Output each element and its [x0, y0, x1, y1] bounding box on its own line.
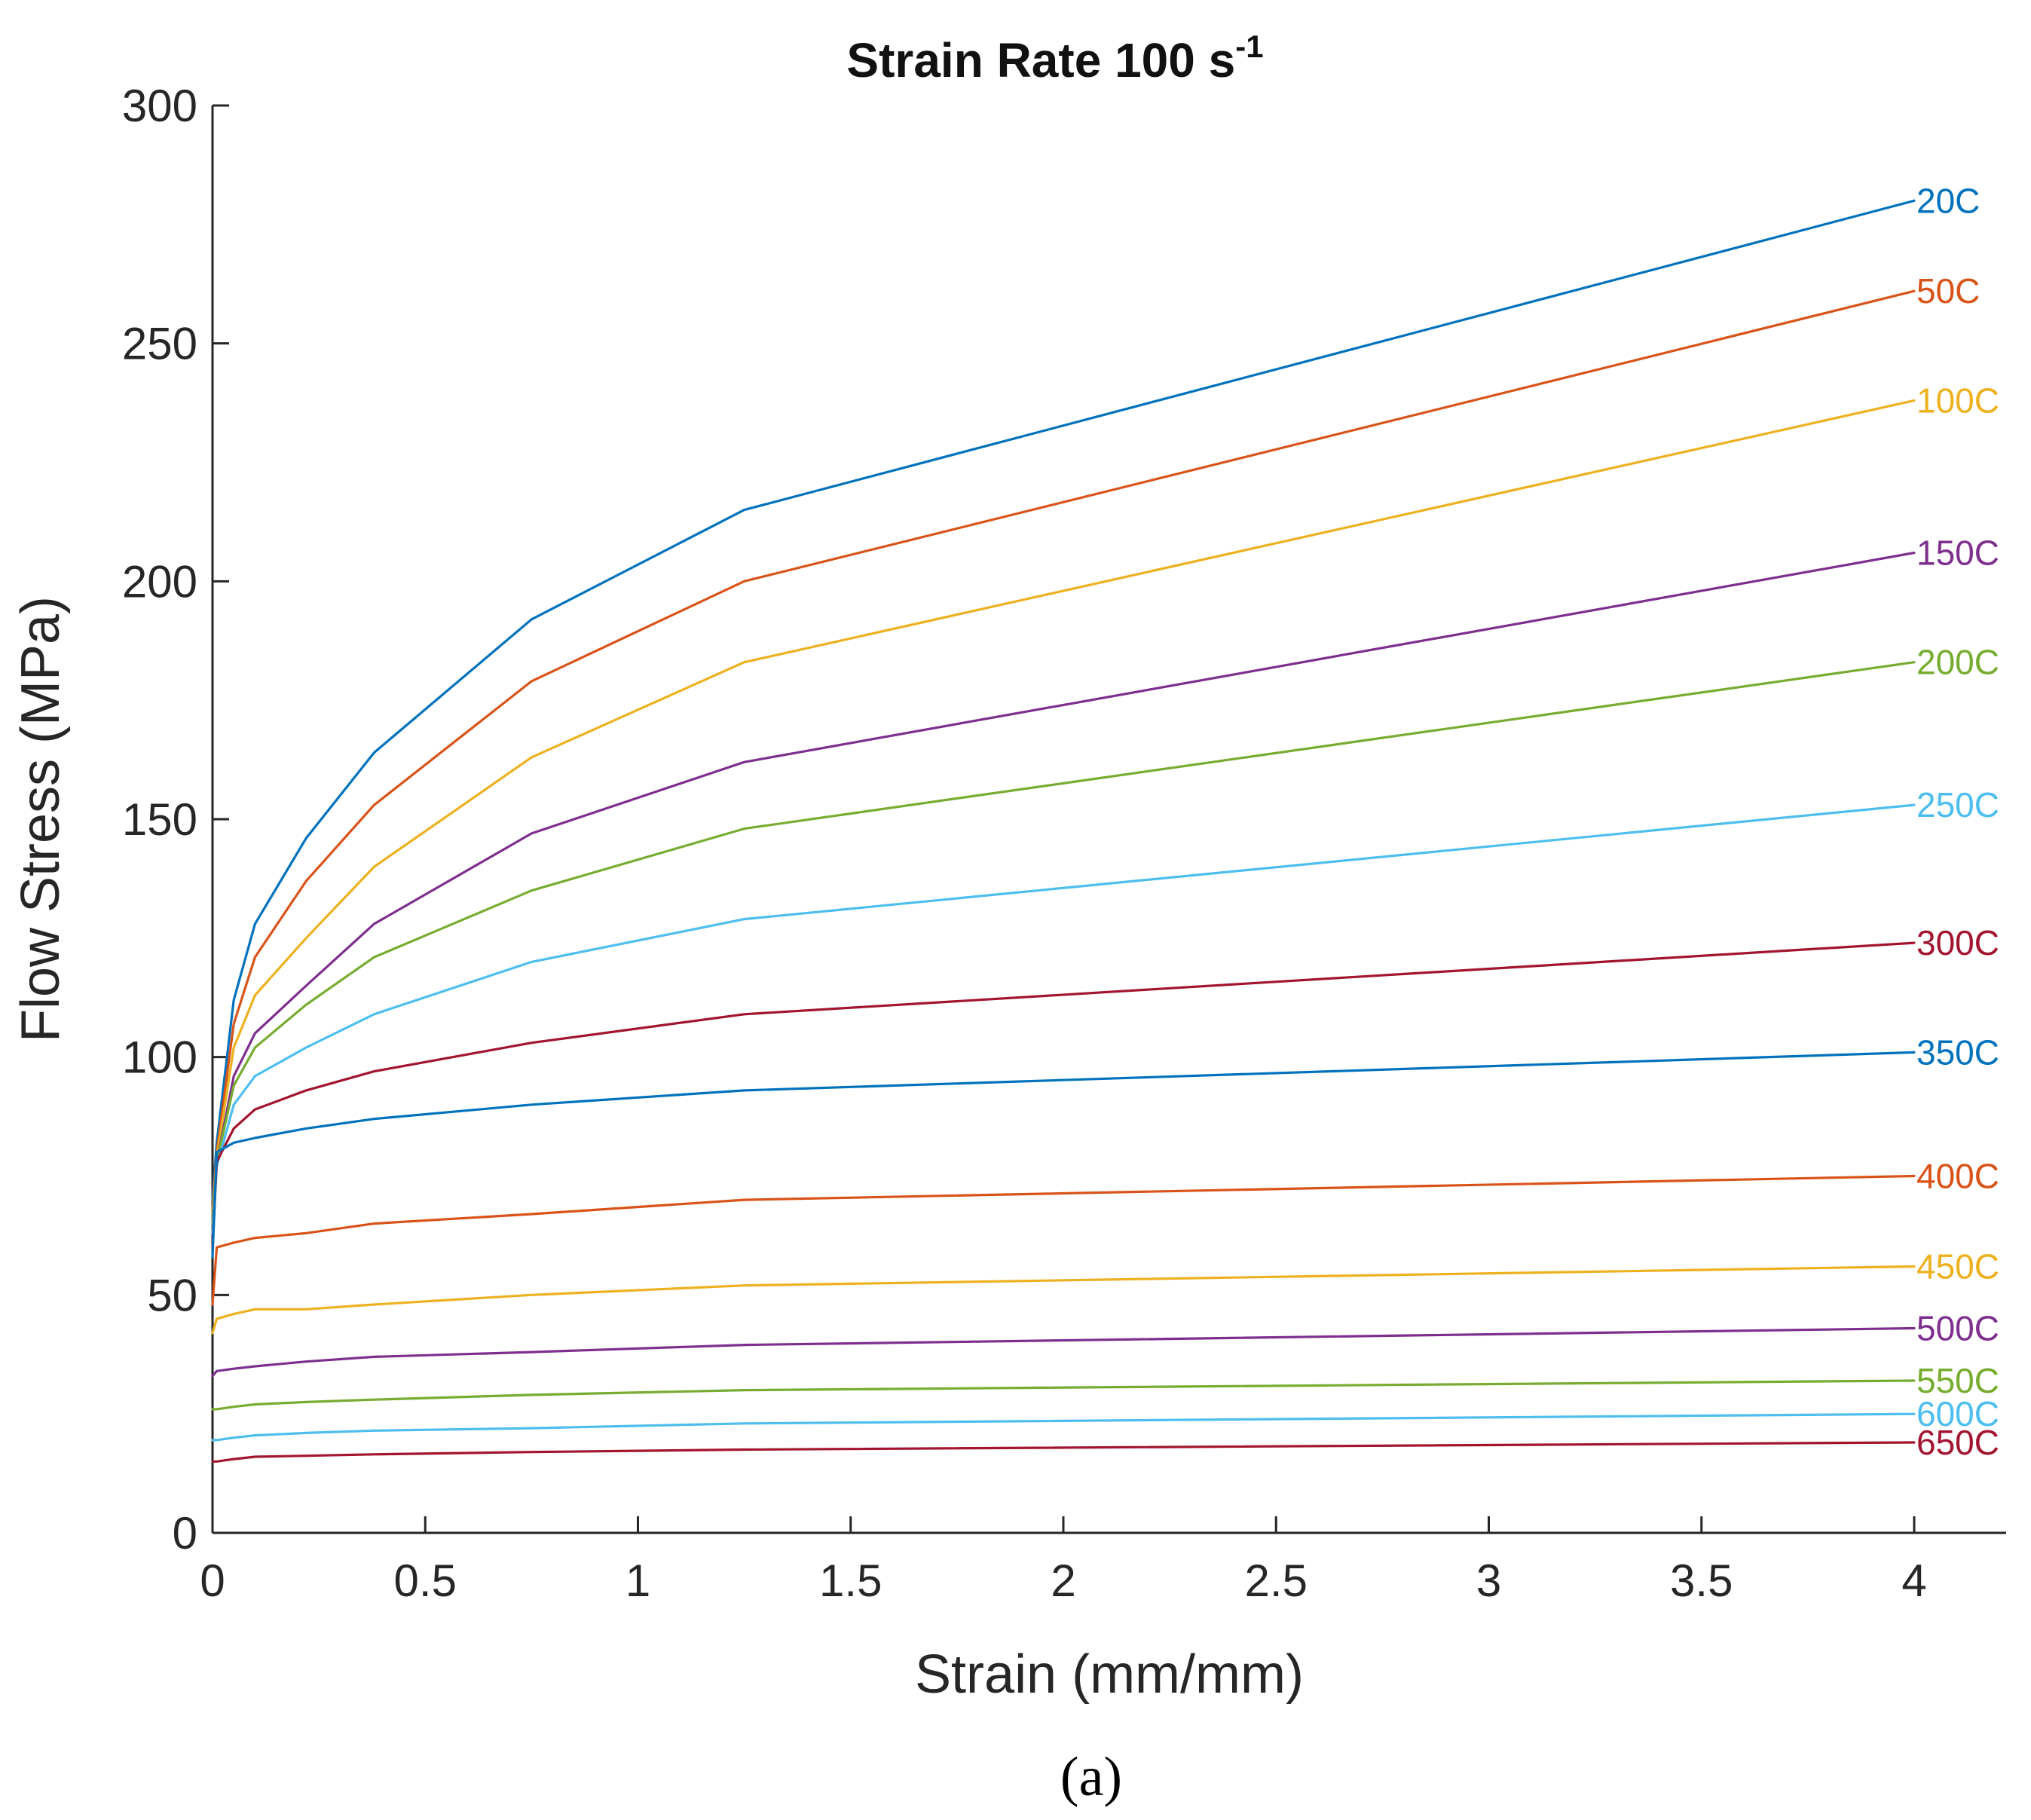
series-line-250C — [211, 803, 1916, 1234]
series-label-500C: 500C — [1916, 1309, 1999, 1348]
series-label-400C: 400C — [1916, 1157, 1999, 1196]
x-tick-label: 4 — [1901, 1555, 1926, 1606]
series-label-550C: 550C — [1916, 1361, 1999, 1400]
series-label-100C: 100C — [1916, 381, 1999, 420]
series-line-300C — [211, 941, 1916, 1249]
x-tick-label: 0.5 — [394, 1555, 457, 1606]
series-label-150C: 150C — [1916, 533, 1999, 572]
x-tick-label: 3.5 — [1670, 1555, 1733, 1606]
series-line-550C — [211, 1379, 1916, 1411]
series-label-20C: 20C — [1916, 181, 1980, 220]
x-tick-label: 0 — [200, 1555, 225, 1606]
y-tick-label: 250 — [122, 319, 197, 369]
series-line-100C — [211, 399, 1916, 1216]
series-line-50C — [211, 289, 1916, 1211]
series-line-350C — [211, 1051, 1916, 1259]
series-line-500C — [211, 1326, 1916, 1378]
series-label-600C: 600C — [1916, 1394, 1999, 1433]
series-labels: 20C 50C 100C 150C 200C 250C 300C 350C 400C 450C 50… — [1916, 181, 1999, 1462]
series-label-50C: 50C — [1916, 271, 1980, 310]
y-tick-label: 100 — [122, 1032, 197, 1083]
x-tick-label: 3 — [1476, 1555, 1501, 1606]
series-lines — [211, 199, 1916, 1463]
x-tick-label: 1.5 — [819, 1555, 882, 1606]
series-label-450C: 450C — [1916, 1246, 1999, 1286]
y-tick-label: 50 — [147, 1270, 197, 1320]
x-axis-label: Strain (mm/mm) — [915, 1644, 1304, 1705]
series-line-150C — [211, 551, 1916, 1220]
x-tick-label: 2.5 — [1245, 1555, 1308, 1606]
series-label-650C: 650C — [1916, 1423, 1999, 1462]
series-label-200C: 200C — [1916, 643, 1999, 682]
y-ticks: 0 50 100 150 200 250 300 — [122, 81, 229, 1558]
series-label-300C: 300C — [1916, 923, 1999, 962]
series-line-600C — [211, 1412, 1916, 1442]
series-line-650C — [211, 1441, 1916, 1463]
y-tick-label: 150 — [122, 794, 197, 845]
x-tick-label: 1 — [626, 1555, 650, 1606]
y-axis-label: Flow Stress (MPa) — [11, 596, 71, 1042]
series-label-350C: 350C — [1916, 1032, 1999, 1072]
y-tick-label: 300 — [122, 81, 197, 131]
series-line-20C — [211, 199, 1916, 1201]
x-tick-label: 2 — [1051, 1555, 1075, 1606]
y-tick-label: 0 — [173, 1508, 197, 1558]
series-label-250C: 250C — [1916, 785, 1999, 824]
axes — [211, 106, 2006, 1534]
y-tick-label: 200 — [122, 556, 197, 607]
x-ticks: 0 0.5 1 1.5 2 2.5 3 3.5 4 — [200, 1516, 1927, 1606]
series-line-450C — [211, 1265, 1916, 1335]
series-line-200C — [211, 661, 1916, 1225]
series-line-400C — [211, 1174, 1916, 1306]
figure-caption: (a) — [1060, 1746, 1122, 1808]
chart-title: Strain Rate 100 s-1 — [846, 29, 1263, 87]
